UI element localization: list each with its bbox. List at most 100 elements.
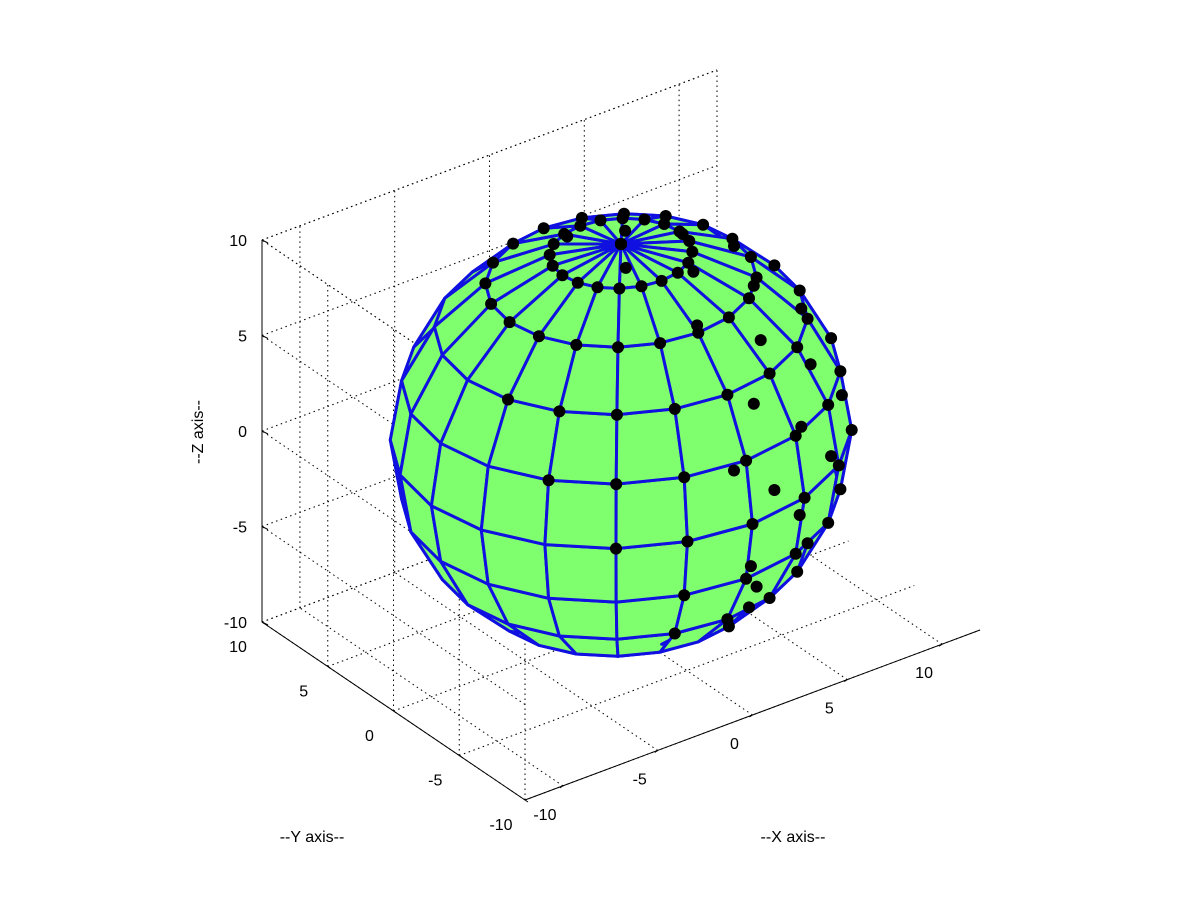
surface-vertex-marker bbox=[543, 248, 556, 261]
back-wall-grid-line bbox=[261, 260, 718, 432]
surface-vertex-marker bbox=[832, 459, 845, 472]
surface-vertex-marker bbox=[791, 341, 804, 354]
z-tick-label: -5 bbox=[233, 520, 247, 537]
z-tick bbox=[261, 430, 269, 435]
surface-vertex-marker bbox=[594, 214, 607, 227]
surface-vertex-marker bbox=[570, 338, 583, 351]
surface-vertex-marker bbox=[654, 337, 667, 350]
surface-face bbox=[614, 407, 686, 486]
surface-vertex-marker bbox=[619, 224, 632, 237]
z-tick-label: 10 bbox=[229, 233, 247, 250]
back-wall-grid-line bbox=[261, 451, 718, 623]
surface-vertex-marker bbox=[678, 471, 691, 484]
z-axis-title: --Z axis-- bbox=[190, 400, 207, 464]
surface-vertex-marker bbox=[686, 245, 699, 258]
surface-vertex-marker bbox=[801, 537, 814, 550]
surface-vertex-marker bbox=[768, 259, 781, 272]
x-tick bbox=[559, 785, 564, 789]
surface-vertex-marker bbox=[721, 388, 734, 401]
surface-vertex-marker bbox=[616, 212, 629, 225]
z-tick bbox=[261, 335, 269, 339]
surface-vertex-marker bbox=[487, 256, 499, 269]
y-tick bbox=[524, 799, 529, 803]
surface-vertex-marker bbox=[507, 237, 520, 250]
surface-vertex-marker bbox=[638, 213, 651, 226]
x-tick-label: -10 bbox=[533, 807, 556, 824]
z-tick-label: -10 bbox=[224, 615, 247, 632]
surface-vertex-marker bbox=[610, 542, 622, 555]
surface-vertex-marker bbox=[542, 474, 555, 487]
floor-grid-line bbox=[459, 585, 915, 756]
x-tick bbox=[844, 679, 848, 682]
x-tick-label: -5 bbox=[633, 771, 647, 788]
y-tick-label: 5 bbox=[299, 684, 308, 701]
surface-vertex-marker bbox=[697, 218, 710, 231]
surface-vertex-marker bbox=[834, 483, 847, 496]
surface-vertex-marker bbox=[740, 454, 753, 467]
surface-vertex-marker bbox=[556, 269, 569, 282]
surface-vertex-marker bbox=[744, 560, 757, 573]
surface-vertex-marker bbox=[553, 405, 566, 418]
surface-vertex-marker bbox=[789, 547, 802, 560]
surface-vertex-marker bbox=[681, 535, 694, 548]
x-tick bbox=[938, 643, 943, 647]
x-tick bbox=[749, 714, 753, 718]
y-tick bbox=[393, 710, 397, 714]
axes-box bbox=[261, 239, 981, 803]
surface-vertex-marker bbox=[798, 491, 811, 504]
surface-vertex-marker bbox=[668, 627, 681, 640]
surface-vertex-marker bbox=[682, 256, 695, 269]
box-edge bbox=[261, 69, 718, 241]
surface-vertex-marker bbox=[479, 277, 492, 290]
surface-vertex-marker bbox=[750, 580, 763, 593]
surface-vertex-marker bbox=[678, 589, 691, 602]
surface-vertex-marker bbox=[822, 398, 835, 411]
surface-vertex-marker bbox=[722, 311, 735, 324]
surface-vertex-marker bbox=[746, 518, 759, 530]
surface-vertex-marker bbox=[591, 281, 604, 294]
surface-face bbox=[547, 596, 619, 641]
surface-vertex-marker bbox=[537, 222, 550, 235]
surface-face bbox=[547, 409, 619, 486]
y-tick bbox=[327, 666, 332, 669]
y-tick-label: -5 bbox=[428, 773, 442, 790]
surface-vertex-marker bbox=[834, 365, 847, 378]
y-tick bbox=[458, 755, 463, 758]
surface-face bbox=[543, 543, 618, 604]
z-tick-label: 5 bbox=[238, 329, 247, 346]
surface-vertex-marker bbox=[668, 402, 681, 415]
surface-vertex-marker bbox=[763, 367, 776, 380]
tick-labels: -10 -5 0 5 10 -10 -5 0 5 10 -10 -5 0 5 10 bbox=[224, 233, 933, 834]
surface-vertex-marker bbox=[612, 341, 624, 354]
surface-vertex-marker bbox=[763, 592, 776, 604]
sphere-surface bbox=[388, 207, 858, 658]
surface-vertex-marker bbox=[747, 397, 760, 410]
floor-grid-line bbox=[327, 496, 783, 667]
surface-vertex-marker bbox=[574, 219, 587, 232]
surface-vertex-marker bbox=[635, 280, 648, 293]
surface-face bbox=[614, 475, 689, 551]
surface-vertex-marker bbox=[671, 266, 684, 279]
surface-vertex-marker bbox=[743, 601, 755, 614]
surface-vertex-marker bbox=[687, 265, 700, 278]
surface-vertex-marker bbox=[804, 358, 817, 371]
floor-grid-line bbox=[393, 540, 849, 712]
surface-vertex-marker bbox=[825, 450, 838, 463]
surface-vertex-marker bbox=[835, 389, 848, 402]
surface-vertex-marker bbox=[613, 282, 626, 295]
y-tick-label: 10 bbox=[229, 639, 247, 656]
surface-vertex-marker bbox=[793, 284, 806, 297]
surface-vertex-marker bbox=[743, 292, 755, 305]
surface-vertex-marker bbox=[546, 259, 559, 272]
surface-vertex-marker bbox=[754, 334, 767, 347]
surface-vertex-marker bbox=[655, 274, 668, 287]
z-tick-label: 0 bbox=[238, 424, 247, 441]
surface-vertex-marker bbox=[795, 420, 808, 433]
surface-face bbox=[614, 540, 689, 604]
x-tick-label: 10 bbox=[915, 665, 933, 682]
back-wall-grid-line bbox=[261, 356, 718, 527]
back-wall-grid-line bbox=[261, 165, 718, 336]
surface-vertex-marker bbox=[610, 478, 623, 491]
x-tick-label: 0 bbox=[730, 736, 739, 753]
surface-vertex-marker bbox=[659, 210, 672, 222]
